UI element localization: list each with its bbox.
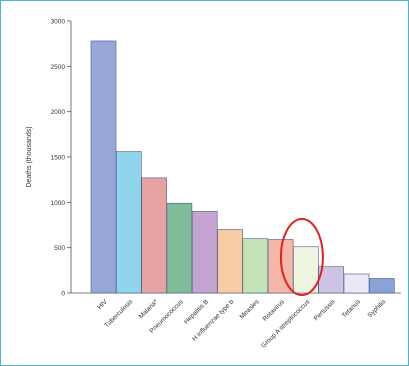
bar-tetanus [343,273,370,294]
y-tick-label: 500 [54,245,65,252]
bars [90,40,395,294]
y-tick-label: 1500 [51,155,66,162]
bar-measles [242,238,269,294]
bar-tuberculosis [116,151,142,294]
category-label: Pertussis [313,298,337,322]
category-label: Rotavirus [262,298,287,323]
bar-hepatitis-b [191,211,218,294]
bar-hiv [90,40,117,294]
category-label: Group A streptococcus [260,298,312,350]
bar-pertussis [318,266,345,294]
y-axis-title: Deaths (thousands) [26,126,33,187]
category-label: Syphilis [366,298,387,319]
category-label: Measles [239,298,262,321]
y-tick-label: 2500 [51,64,66,71]
bar-pneumococcus [166,202,193,294]
bar-syphilis [368,278,395,294]
category-label: Malaria* [138,298,160,320]
bar-h-influenzae-type-b [217,229,243,294]
y-tick-label: 0 [61,291,65,298]
bar-malaria [141,177,167,294]
y-tick-label: 2000 [51,109,66,116]
y-ticks: 0 500 1000 1500 2000 2500 3000 [51,19,71,298]
category-label: Tetanus [341,298,363,320]
category-label: HIV [96,298,109,311]
bar-group-a-streptococcus [293,246,319,294]
y-tick-label: 3000 [51,19,66,26]
highlight-ellipse [279,218,324,296]
y-tick-label: 1000 [51,200,66,207]
